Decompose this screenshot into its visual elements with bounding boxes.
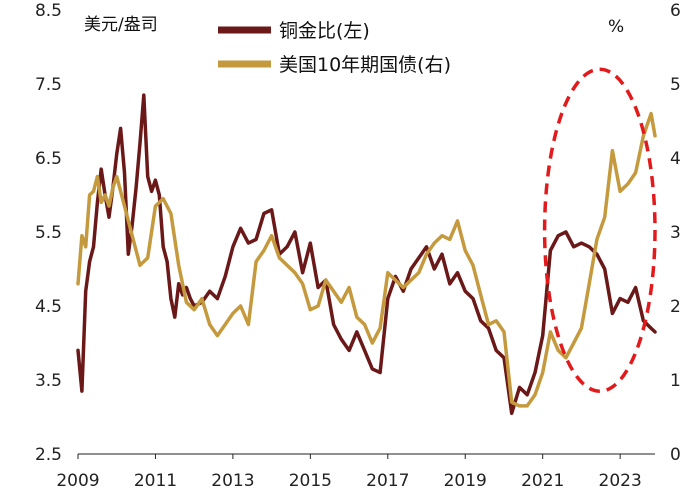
right-tick-label: 1: [670, 371, 681, 391]
right-axis-unit: %: [608, 17, 624, 37]
left-tick-label: 5.5: [35, 223, 62, 243]
left-tick-label: 8.5: [35, 1, 62, 21]
right-tick-label: 2: [670, 297, 681, 317]
left-tick-label: 7.5: [35, 75, 62, 95]
left-tick-label: 6.5: [35, 149, 62, 169]
us-10y-treasury-line: [76, 111, 657, 408]
x-tick-label: 2023: [599, 471, 642, 491]
right-tick-label: 0: [670, 445, 681, 465]
legend-label-copper-gold: 铜金比(左): [279, 20, 370, 42]
left-axis-unit: 美元/盎司: [84, 15, 158, 35]
series-layer: [76, 93, 657, 416]
right-tick-label: 4: [670, 149, 681, 169]
left-tick-label: 4.5: [35, 297, 62, 317]
legend: 铜金比(左) 美国10年期国债(右): [218, 20, 451, 76]
x-tick-label: 2015: [289, 471, 332, 491]
right-tick-label: 5: [670, 75, 681, 95]
x-tick-label: 2011: [134, 471, 177, 491]
right-tick-label: 6: [670, 1, 681, 21]
x-axis-ticks: 2009 2011 2013 2015 2017 2019 2021 2023: [56, 454, 642, 491]
x-tick-label: 2019: [444, 471, 487, 491]
x-tick-label: 2021: [521, 471, 564, 491]
legend-label-us10y: 美国10年期国债(右): [279, 54, 451, 76]
x-tick-label: 2013: [211, 471, 254, 491]
x-tick-label: 2017: [366, 471, 409, 491]
left-tick-label: 2.5: [35, 445, 62, 465]
left-axis-ticks: 8.5 7.5 6.5 5.5 4.5 3.5 2.5: [35, 1, 62, 465]
right-tick-label: 3: [670, 223, 681, 243]
right-axis-ticks: 6 5 4 3 2 1 0: [670, 1, 681, 465]
x-tick-label: 2009: [56, 471, 99, 491]
copper-gold-ratio-line: [76, 93, 657, 416]
left-tick-label: 3.5: [35, 371, 62, 391]
highlight-ellipse: [542, 67, 657, 393]
